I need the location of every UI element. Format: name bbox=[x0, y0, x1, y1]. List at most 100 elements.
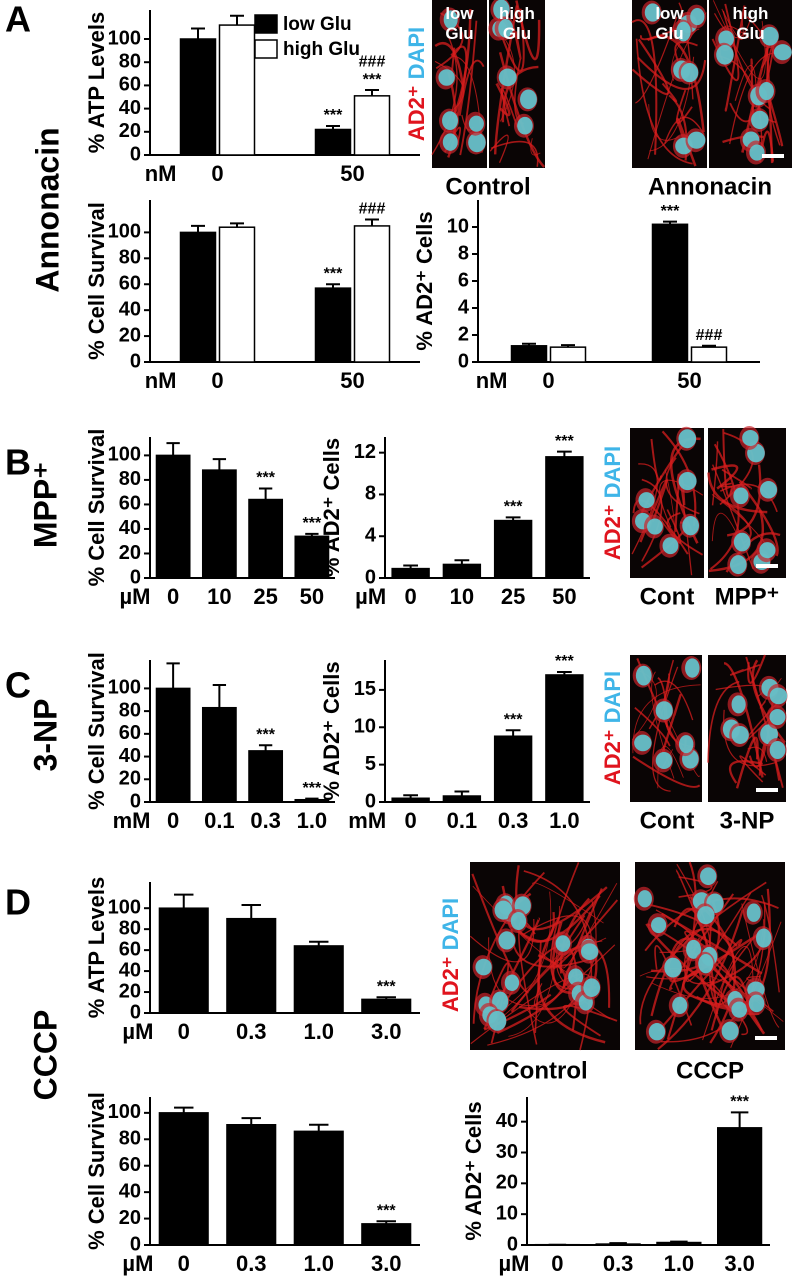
nucleus bbox=[685, 658, 700, 678]
x-unit-label: µM bbox=[355, 584, 386, 609]
y-axis-label: % ATP Levels bbox=[84, 877, 109, 1018]
bar bbox=[218, 24, 256, 156]
nucleus bbox=[638, 492, 655, 509]
y-tick-label: 100 bbox=[108, 444, 141, 466]
nucleus bbox=[759, 542, 776, 559]
y-tick-label: 100 bbox=[108, 677, 141, 699]
neurite bbox=[500, 87, 519, 128]
nucleus bbox=[761, 26, 779, 46]
y-axis-label: % Cell Survival bbox=[84, 1092, 109, 1250]
y-tick-label: 0 bbox=[458, 350, 469, 372]
stain-name: DAPI bbox=[600, 671, 625, 724]
y-tick-label: 20 bbox=[119, 1207, 141, 1229]
bar bbox=[510, 345, 548, 363]
y-tick-label: 40 bbox=[119, 959, 141, 981]
neurite bbox=[711, 512, 737, 542]
bar bbox=[293, 945, 344, 1014]
neurite bbox=[471, 873, 529, 994]
stain-name: DAPI bbox=[438, 898, 463, 951]
nucleus bbox=[583, 978, 601, 997]
neurite bbox=[707, 680, 740, 763]
image-caption: CCCP bbox=[676, 1057, 744, 1084]
marker-label: AD2⁺ bbox=[600, 730, 625, 786]
y-tick-label: 30 bbox=[496, 1141, 518, 1163]
neurite bbox=[632, 755, 701, 788]
y-tick-label: 0 bbox=[130, 566, 141, 588]
x-tick-label: 3.0 bbox=[371, 1019, 402, 1044]
y-tick-label: 100 bbox=[108, 27, 141, 49]
y-axis-label: % AD2⁺ Cells bbox=[412, 211, 437, 350]
bar bbox=[158, 907, 209, 1014]
image-caption: Annonacin bbox=[648, 173, 772, 200]
error-bar bbox=[166, 442, 180, 456]
y-tick-label: 10 bbox=[354, 716, 376, 738]
y-tick-label: 0 bbox=[365, 566, 376, 588]
stain-name: DAPI bbox=[600, 446, 625, 499]
error-bar bbox=[522, 342, 536, 346]
neurite bbox=[530, 138, 541, 156]
error-bar bbox=[258, 487, 273, 500]
y-tick-label: 60 bbox=[119, 493, 141, 515]
x-tick-label: 0 bbox=[542, 368, 554, 393]
nucleus bbox=[468, 115, 484, 132]
x-tick-label: 0.3 bbox=[603, 1251, 634, 1276]
error-bar bbox=[454, 790, 470, 797]
error-bar bbox=[403, 564, 419, 569]
x-tick-label: 1.0 bbox=[303, 1251, 334, 1276]
neurite bbox=[711, 464, 739, 490]
neurite bbox=[647, 923, 763, 1031]
neurite bbox=[721, 8, 744, 40]
y-tick-label: 40 bbox=[496, 1110, 518, 1132]
stain-name: DAPI bbox=[404, 27, 429, 80]
image-caption: MPP⁺ bbox=[715, 583, 780, 610]
tile-label: high Glu bbox=[499, 4, 535, 43]
legend-swatch bbox=[254, 39, 278, 59]
error-bar bbox=[505, 729, 521, 737]
y-axis-label: % AD2⁺ Cells bbox=[319, 438, 344, 577]
nucleus bbox=[488, 1010, 507, 1031]
nucleus bbox=[748, 994, 765, 1013]
nucleus bbox=[492, 991, 509, 1012]
significance-label: ### bbox=[359, 53, 386, 70]
y-tick-label: 6 bbox=[458, 269, 469, 291]
bar bbox=[314, 287, 352, 363]
neurite bbox=[661, 509, 682, 544]
error-bar bbox=[309, 1123, 329, 1132]
nucleus bbox=[721, 1021, 739, 1041]
error-bar bbox=[258, 744, 273, 751]
nucleus bbox=[731, 725, 749, 744]
significance-label: *** bbox=[555, 653, 574, 670]
nucleus bbox=[635, 665, 652, 686]
error-bar bbox=[730, 1111, 749, 1128]
y-tick-label: 100 bbox=[108, 896, 141, 918]
x-tick-label: 1.0 bbox=[303, 1019, 334, 1044]
y-axis-label: % Cell Survival bbox=[84, 429, 109, 587]
stain-label: AD2⁺ DAPI bbox=[438, 898, 463, 1012]
neurite bbox=[724, 5, 746, 112]
bar bbox=[158, 1112, 209, 1246]
y-tick-label: 8 bbox=[458, 242, 469, 264]
error-bar bbox=[191, 224, 205, 233]
bar bbox=[595, 1243, 641, 1246]
x-tick-label: 50 bbox=[677, 368, 701, 393]
nucleus bbox=[749, 144, 765, 161]
nucleus bbox=[687, 131, 706, 149]
bar bbox=[391, 567, 430, 579]
neurite bbox=[739, 755, 767, 783]
nucleus bbox=[504, 974, 520, 991]
bar bbox=[717, 1127, 763, 1246]
nucleus bbox=[438, 69, 455, 86]
y-tick-label: 8 bbox=[365, 483, 376, 505]
nucleus bbox=[676, 21, 691, 42]
nucleus bbox=[510, 911, 527, 931]
nucleus bbox=[517, 116, 533, 135]
y-tick-label: 2 bbox=[458, 323, 469, 345]
x-unit-label: µM bbox=[498, 1251, 529, 1276]
nucleus bbox=[746, 903, 761, 922]
x-tick-label: 10 bbox=[207, 584, 231, 609]
y-tick-label: 80 bbox=[119, 247, 141, 269]
neurite bbox=[729, 663, 761, 676]
tile-label: low Glu bbox=[445, 4, 474, 43]
error-bar bbox=[241, 1117, 261, 1125]
neurite bbox=[523, 870, 593, 1051]
